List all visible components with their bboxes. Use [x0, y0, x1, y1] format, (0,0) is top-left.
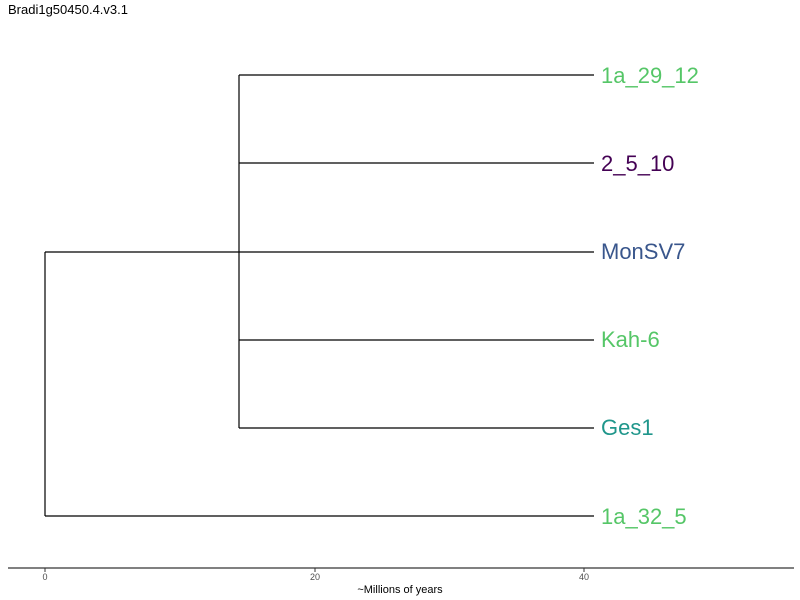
tree-branches — [44, 74, 594, 517]
tip-label-1a-29-12: 1a_29_12 — [601, 63, 699, 88]
tip-label-monsv7: MonSV7 — [601, 239, 685, 264]
tip-label-2-5-10: 2_5_10 — [601, 151, 674, 176]
axis-tick-label-0: 0 — [42, 572, 47, 582]
tip-label-kah-6: Kah-6 — [601, 327, 660, 352]
tip-label-ges1: Ges1 — [601, 415, 654, 440]
tip-labels: 1a_29_12 2_5_10 MonSV7 Kah-6 Ges1 1a_32_… — [601, 63, 699, 529]
axis-title: ~Millions of years — [357, 584, 443, 596]
tip-label-1a-32-5: 1a_32_5 — [601, 504, 687, 529]
axis-tick-label-20: 20 — [310, 572, 320, 582]
tree-title: Bradi1g50450.4.v3.1 — [8, 2, 128, 17]
axis-tick-label-40: 40 — [579, 572, 589, 582]
time-axis: 0 20 40 ~Millions of years — [8, 567, 794, 596]
